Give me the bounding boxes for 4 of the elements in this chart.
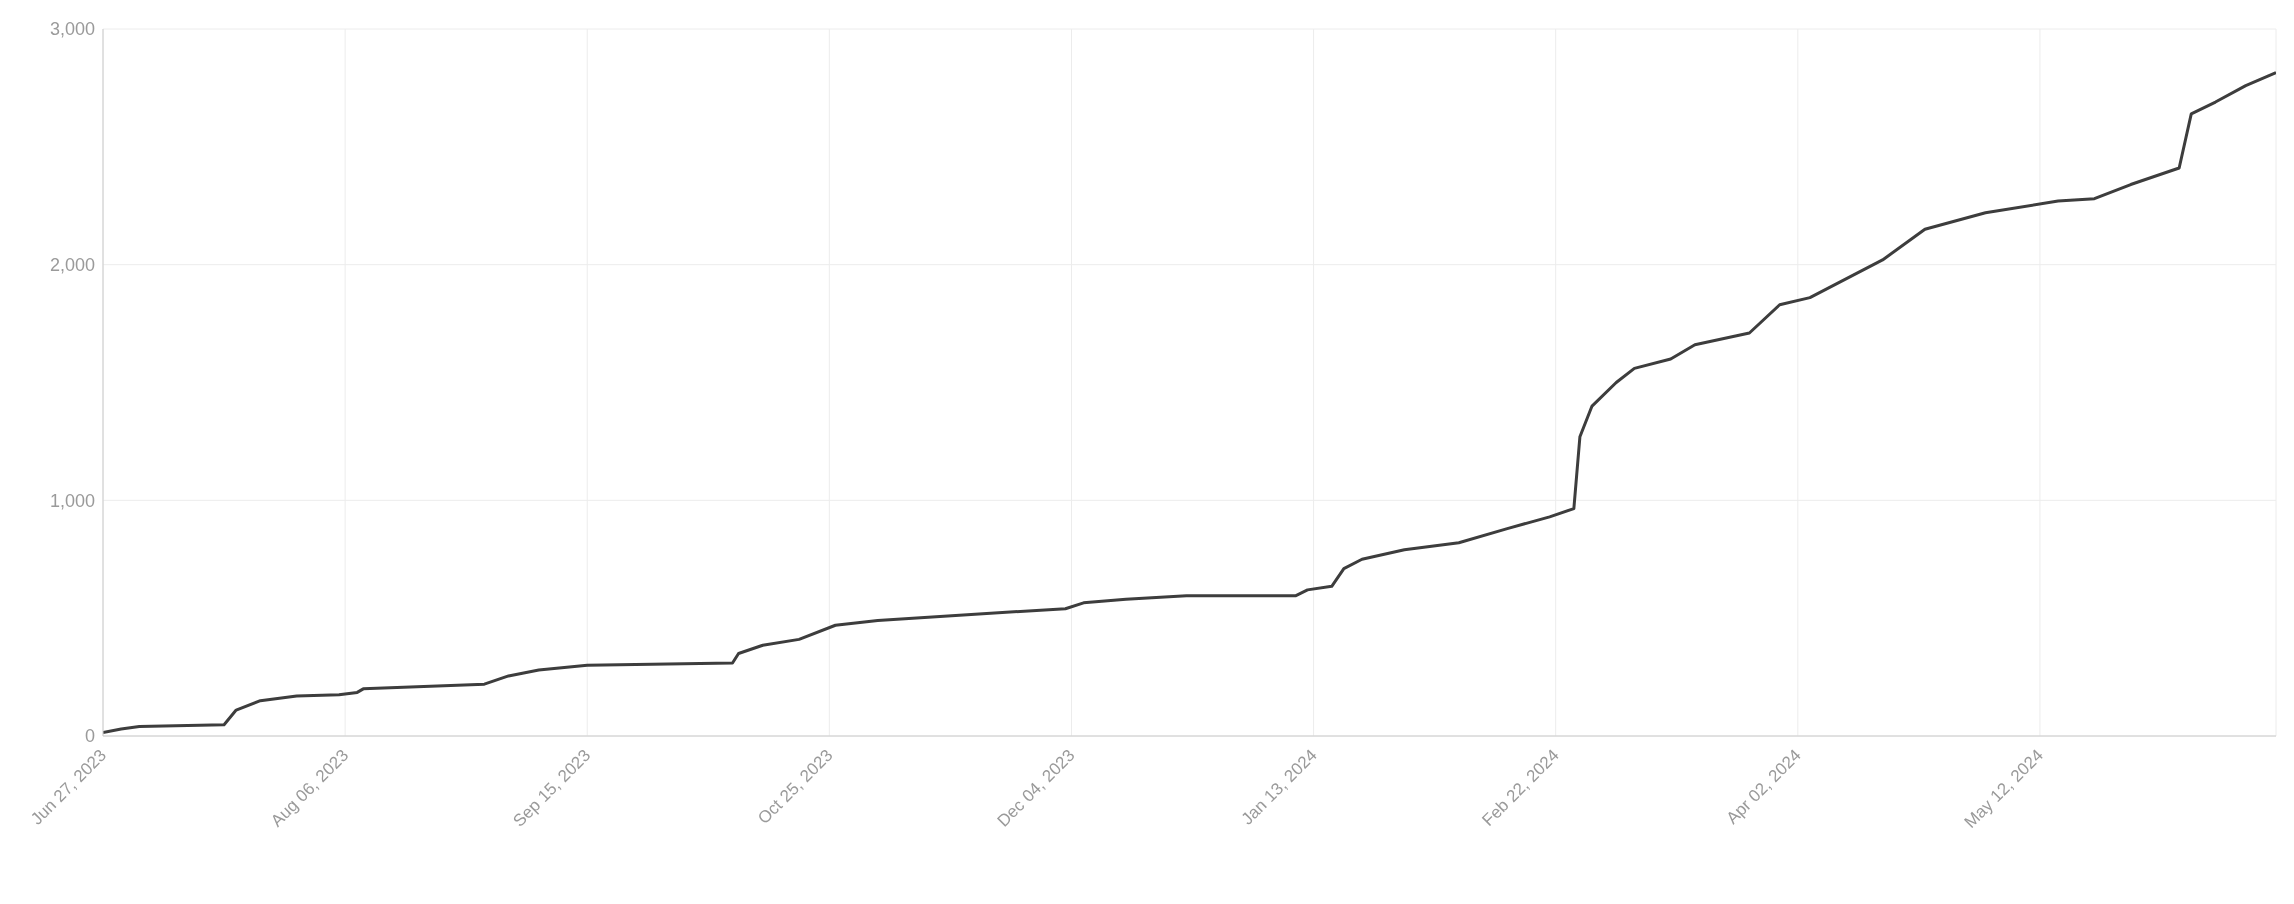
- y-tick-label: 2,000: [49, 255, 95, 276]
- y-tick-label: 0: [84, 726, 95, 747]
- y-tick-label: 3,000: [49, 19, 95, 40]
- y-tick-label: 1,000: [49, 490, 95, 511]
